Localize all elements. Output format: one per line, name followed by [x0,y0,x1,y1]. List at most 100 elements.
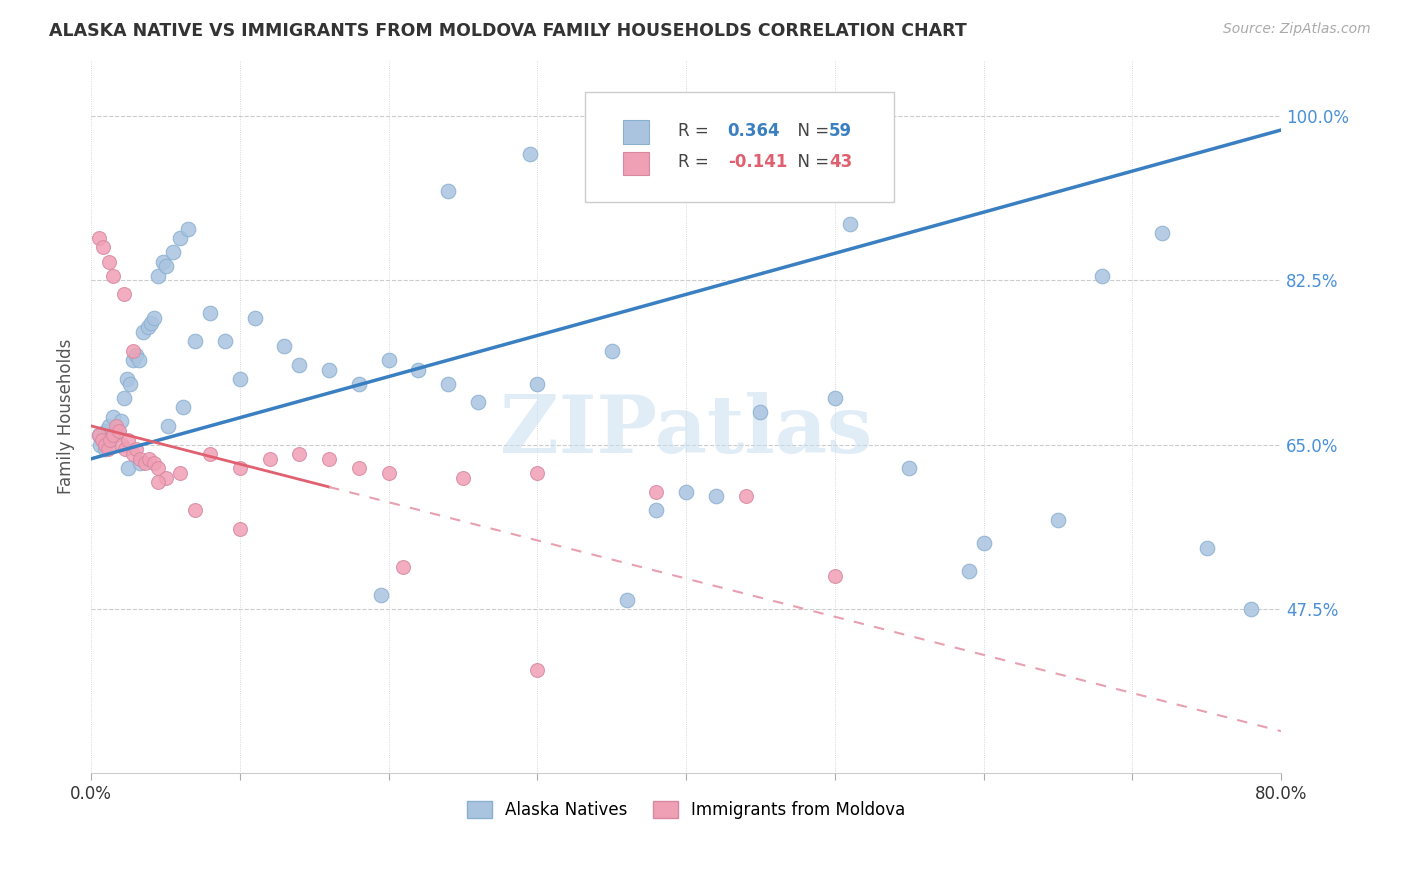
Point [1091,268,1114,283]
Point [155,470,177,484]
Text: N =: N = [787,122,835,140]
Point [112,391,135,405]
Text: ALASKA NATIVE VS IMMIGRANTS FROM MOLDOVA FAMILY HOUSEHOLDS CORRELATION CHART: ALASKA NATIVE VS IMMIGRANTS FROM MOLDOVA… [49,22,967,40]
Point [121,447,143,461]
Point [645,484,668,499]
Point [103,428,125,442]
Point [704,489,727,503]
Point [437,376,460,391]
Text: Source: ZipAtlas.com: Source: ZipAtlas.com [1223,22,1371,37]
Point [96,442,118,457]
Point [136,320,159,334]
Point [117,433,139,447]
Point [125,442,148,457]
Point [146,475,169,490]
Point [243,310,266,325]
Point [198,306,221,320]
Point [177,221,200,235]
Point [1150,227,1173,241]
Point [162,245,184,260]
Point [129,451,152,466]
Point [749,405,772,419]
Point [146,461,169,475]
Point [157,418,180,433]
Point [600,343,623,358]
Point [93,438,115,452]
Text: ZIPatlas: ZIPatlas [501,392,872,470]
Point [89,438,111,452]
Point [129,457,152,471]
Point [1046,513,1069,527]
Point [94,424,117,438]
Point [734,489,756,503]
Point [184,503,207,517]
Point [526,466,548,480]
Point [229,461,252,475]
Point [347,461,370,475]
Point [114,442,136,457]
Point [318,451,340,466]
Point [91,240,114,254]
Point [93,442,115,457]
Point [155,259,177,273]
Point [142,457,165,471]
Point [98,254,121,268]
Point [288,358,311,372]
Point [675,484,697,499]
Text: 43: 43 [828,153,852,170]
FancyBboxPatch shape [585,92,894,202]
Point [519,146,541,161]
Point [318,362,340,376]
Point [105,418,128,433]
Point [117,461,139,475]
Point [824,569,846,583]
Point [1195,541,1218,555]
Text: N =: N = [787,153,835,170]
Point [259,451,281,466]
Point [100,433,122,447]
Text: 0.364: 0.364 [728,122,780,140]
Point [138,451,160,466]
Point [90,433,112,447]
Point [107,424,129,438]
Point [98,418,121,433]
Text: R =: R = [678,153,714,170]
Point [121,343,143,358]
Point [128,353,150,368]
Point [146,268,169,283]
Point [370,588,392,602]
Point [214,334,236,349]
Point [112,287,135,301]
Point [408,362,430,376]
Point [125,349,148,363]
Point [273,339,295,353]
Point [184,334,207,349]
Point [377,466,399,480]
Point [898,461,921,475]
Point [87,428,110,442]
Text: -0.141: -0.141 [728,153,787,170]
Point [229,522,252,536]
Point [645,503,668,517]
Point [973,536,995,550]
Point [134,457,156,471]
Legend: Alaska Natives, Immigrants from Moldova: Alaska Natives, Immigrants from Moldova [460,794,912,826]
Point [392,559,415,574]
Point [838,217,860,231]
Point [198,447,221,461]
Point [451,470,474,484]
Point [132,325,155,339]
Point [152,254,174,268]
Y-axis label: Family Households: Family Households [58,339,75,494]
Point [526,376,548,391]
Point [115,372,138,386]
Point [377,353,399,368]
Point [616,592,638,607]
Point [110,414,132,428]
FancyBboxPatch shape [623,152,650,175]
Point [229,372,252,386]
Point [467,395,489,409]
Text: 59: 59 [828,122,852,140]
FancyBboxPatch shape [623,120,650,144]
Point [169,466,191,480]
